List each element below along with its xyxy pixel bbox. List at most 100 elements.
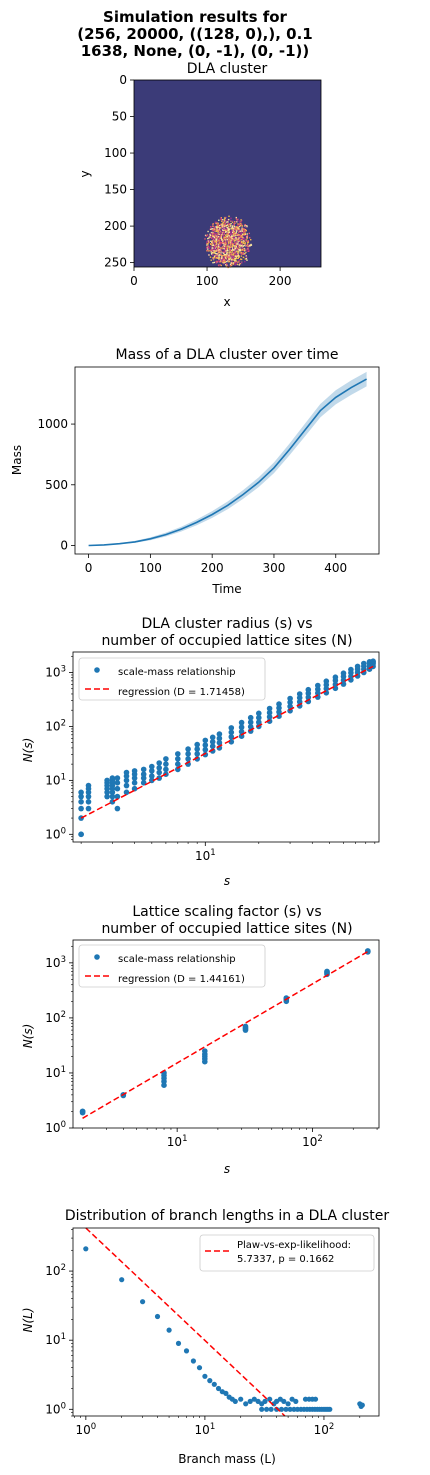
dla-cluster-pixel <box>237 235 239 237</box>
dla-cluster-pixel <box>234 247 237 250</box>
radius-ytick-label: 100 <box>45 826 66 841</box>
radius-point <box>247 719 254 725</box>
radius-point <box>149 768 155 774</box>
mass-over-time-panel: Mass of a DLA cluster over time Mass Tim… <box>10 347 380 596</box>
dla-cluster-pixel <box>214 222 217 224</box>
dla-cluster-pixel <box>231 221 234 223</box>
radius-point <box>140 766 147 773</box>
dla-cluster-pixel <box>211 241 213 244</box>
dla-cluster <box>204 215 253 269</box>
lattice-legend-box <box>78 944 266 988</box>
dla-cluster-pixel <box>246 233 248 235</box>
dla-cluster-pixel <box>228 215 230 217</box>
dla-cluster-pixel <box>234 257 236 260</box>
dla-cluster-pixel <box>212 242 215 245</box>
dla-cluster-pixel <box>213 250 215 252</box>
radius-point <box>228 725 235 731</box>
dla-cluster-pixel <box>232 255 234 257</box>
dla-cluster-pixel <box>241 253 243 255</box>
dla-cluster-pixel <box>217 248 219 250</box>
branch-point <box>207 1378 213 1384</box>
radius-point <box>114 780 121 786</box>
dla-cluster-pixel <box>221 226 224 228</box>
radius-point <box>255 714 262 721</box>
dla-cluster-pixel <box>237 249 239 251</box>
dla-cluster-pixel <box>220 236 222 238</box>
dla-cluster-pixel <box>212 242 214 244</box>
radius-point <box>323 678 330 684</box>
dla-cluster-pixel <box>225 239 227 242</box>
dla-cluster-pixel <box>221 259 223 261</box>
lattice-legend-marker-scatter <box>94 954 100 960</box>
dla-cluster-pixel <box>240 252 243 254</box>
dla-cluster-pixel <box>212 237 215 240</box>
dla-cluster-pixel <box>242 231 245 233</box>
dla-cluster-pixel <box>238 228 240 230</box>
radius-point <box>123 789 130 796</box>
dla-cluster-pixel <box>221 227 224 229</box>
dla-cluster-pixel <box>214 221 217 223</box>
lattice-frame <box>72 939 380 1129</box>
dla-cluster-pixel <box>217 233 220 235</box>
dla-cluster-pixel <box>220 239 223 241</box>
dla-cluster-pixel <box>242 240 245 242</box>
dla-cluster-pixel <box>224 223 227 225</box>
dla-cluster-pixel <box>230 244 232 246</box>
dla-cluster-pixel <box>212 253 214 256</box>
dla-cluster-pixel <box>221 220 223 223</box>
radius-point <box>228 729 235 736</box>
radius-point <box>209 739 216 745</box>
dla-cluster-pixel <box>236 248 238 251</box>
radius-point <box>131 775 138 781</box>
dla-cluster-pixel <box>236 219 238 222</box>
dla-cluster-pixel <box>245 255 247 257</box>
dla-cluster-pixel <box>213 234 216 236</box>
dla-cluster-pixel <box>229 236 231 238</box>
dla-cluster-pixel <box>215 228 217 230</box>
branch-point <box>247 1398 253 1404</box>
radius-point <box>114 785 121 792</box>
radius-ytick-label: 101 <box>45 772 66 787</box>
dla-cluster-pixel <box>246 242 249 244</box>
dla-cluster-pixel <box>224 219 226 221</box>
dla-cluster-pixel <box>225 255 227 258</box>
dla-cluster-pixel <box>241 225 244 227</box>
dla-cluster-pixel <box>230 257 232 259</box>
dla-cluster-pixel <box>250 243 252 246</box>
dla-cluster-pixel <box>209 236 211 238</box>
radius-point <box>78 793 84 800</box>
dla-cluster-pixel <box>229 237 232 240</box>
radius-point <box>255 719 262 725</box>
dla-cluster-pixel <box>206 240 208 243</box>
lattice-ytick-label: 102 <box>45 1010 66 1025</box>
mass-xtick-label: 100 <box>139 561 162 575</box>
dla-cluster-pixel <box>239 221 241 224</box>
dla-ytick-label: 50 <box>112 110 127 124</box>
dla-cluster-pixel <box>210 232 212 235</box>
dla-cluster-pixel <box>225 228 227 230</box>
dla-cluster-pixel <box>226 247 229 249</box>
mass-ytick-label: 1000 <box>37 417 68 431</box>
dla-cluster-pixel <box>232 259 235 261</box>
dla-cluster-pixel <box>231 233 234 235</box>
dla-cluster-pixel <box>232 223 235 226</box>
branch-point <box>190 1358 196 1364</box>
branch-legend-box <box>199 1234 375 1272</box>
dla-cluster-pixel <box>214 257 217 260</box>
dla-cluster-pixel <box>230 223 232 225</box>
dla-cluster-pixel <box>243 253 245 255</box>
dla-cluster-pixel <box>244 229 246 231</box>
dla-cluster-pixel <box>219 249 221 251</box>
mass-xtick-label: 300 <box>263 561 286 575</box>
dla-cluster-pixel <box>222 260 224 262</box>
radius-ytick-label: 103 <box>45 665 66 680</box>
dla-cluster-pixel <box>216 249 218 251</box>
dla-cluster-pixel <box>206 250 209 252</box>
dla-cluster-pixel <box>242 245 245 247</box>
dla-cluster-pixel <box>210 259 212 261</box>
dla-cluster-pixel <box>218 258 220 261</box>
dla-cluster-pixel <box>245 239 247 241</box>
dla-cluster-pixel <box>249 245 251 247</box>
dla-cluster-pixel <box>239 235 241 237</box>
dla-cluster-pixel <box>233 252 235 255</box>
